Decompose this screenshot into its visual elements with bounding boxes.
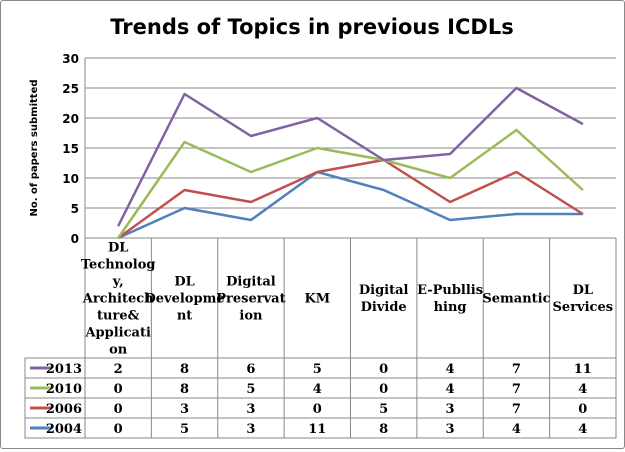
data-point-2010 <box>316 147 318 149</box>
data-point-2013 <box>515 87 517 89</box>
table-cell: 8 <box>180 382 189 397</box>
data-point-2010 <box>515 129 517 131</box>
table-cell: 3 <box>446 402 455 417</box>
table-cell: 0 <box>114 422 123 437</box>
table-cell: 4 <box>446 362 455 377</box>
y-tick-label: 30 <box>62 52 79 66</box>
y-axis-label: No. of papers submitted <box>29 79 40 216</box>
data-point-2004 <box>184 207 186 209</box>
table-cell: 0 <box>379 362 388 377</box>
data-point-2013 <box>316 117 318 119</box>
data-point-2006 <box>515 171 517 173</box>
data-point-2004 <box>383 189 385 191</box>
table-cell: 5 <box>379 402 388 417</box>
table-cell: 3 <box>246 402 255 417</box>
series-line-2004 <box>117 170 583 240</box>
series-line-2010 <box>117 128 584 239</box>
data-point-2010 <box>117 237 119 239</box>
table-cell: 0 <box>379 382 388 397</box>
series-line-2006 <box>117 158 584 240</box>
table-cell: 8 <box>379 422 388 437</box>
table-cell: 4 <box>578 422 587 437</box>
table-cell: 7 <box>512 382 521 397</box>
data-point-2004 <box>449 219 451 221</box>
y-tick-label: 20 <box>62 112 79 126</box>
table-cell: 0 <box>578 402 587 417</box>
table-cell: 11 <box>574 362 592 377</box>
table-cell: 3 <box>446 422 455 437</box>
table-cell: 0 <box>313 402 322 417</box>
table-cell: 4 <box>578 382 587 397</box>
data-point-2013 <box>250 135 252 137</box>
legend-label: 2010 <box>46 382 82 397</box>
data-point-2004 <box>515 213 517 215</box>
data-point-2010 <box>184 141 186 143</box>
data-point-2013 <box>117 225 119 227</box>
category-label: Semantic <box>482 292 550 307</box>
category-label: KM <box>304 292 330 307</box>
legend-label: 2006 <box>46 402 82 417</box>
legend-label: 2004 <box>46 422 82 437</box>
y-tick-label: 5 <box>71 202 79 216</box>
table-cell: 2 <box>114 362 123 377</box>
data-point-2006 <box>449 201 451 203</box>
table-cell: 0 <box>114 382 123 397</box>
table-cell: 4 <box>313 382 322 397</box>
data-point-2013 <box>449 153 451 155</box>
data-point-2010 <box>250 171 252 173</box>
data-point-2013 <box>383 159 385 161</box>
table-cell: 11 <box>308 422 326 437</box>
series-line-2013 <box>117 86 584 227</box>
table-cell: 6 <box>246 362 255 377</box>
table-cell: 4 <box>446 382 455 397</box>
category-label: DL Developme nt <box>145 275 225 324</box>
table-cell: 0 <box>114 402 123 417</box>
data-point-2010 <box>582 189 584 191</box>
table-cell: 8 <box>180 362 189 377</box>
category-label: DL Technolog y, Architech ture& Applicati on <box>81 241 156 358</box>
category-label: Digital Preservat ion <box>216 275 285 324</box>
table-cell: 3 <box>246 422 255 437</box>
data-point-2013 <box>582 123 584 125</box>
category-label: Digital Divide <box>359 283 409 315</box>
table-cell: 5 <box>180 422 189 437</box>
y-tick-label: 0 <box>71 232 79 246</box>
table-cell: 5 <box>313 362 322 377</box>
category-label: E-Publlis hing <box>417 283 483 315</box>
data-point-2004 <box>250 219 252 221</box>
data-point-2006 <box>316 171 318 173</box>
y-tick-label: 10 <box>62 172 79 186</box>
data-point-2013 <box>184 93 186 95</box>
data-point-2006 <box>184 189 186 191</box>
data-point-2006 <box>250 201 252 203</box>
category-label: DL Services <box>553 283 614 315</box>
y-tick-label: 25 <box>62 82 79 96</box>
legend-label: 2013 <box>46 362 82 377</box>
table-cell: 5 <box>246 382 255 397</box>
data-point-2010 <box>449 177 451 179</box>
table-cell: 3 <box>180 402 189 417</box>
y-tick-label: 15 <box>62 142 79 156</box>
table-cell: 4 <box>512 422 521 437</box>
table-cell: 7 <box>512 402 521 417</box>
table-cell: 7 <box>512 362 521 377</box>
chart-title: Trends of Topics in previous ICDLs <box>110 15 513 39</box>
data-point-2006 <box>582 213 584 215</box>
